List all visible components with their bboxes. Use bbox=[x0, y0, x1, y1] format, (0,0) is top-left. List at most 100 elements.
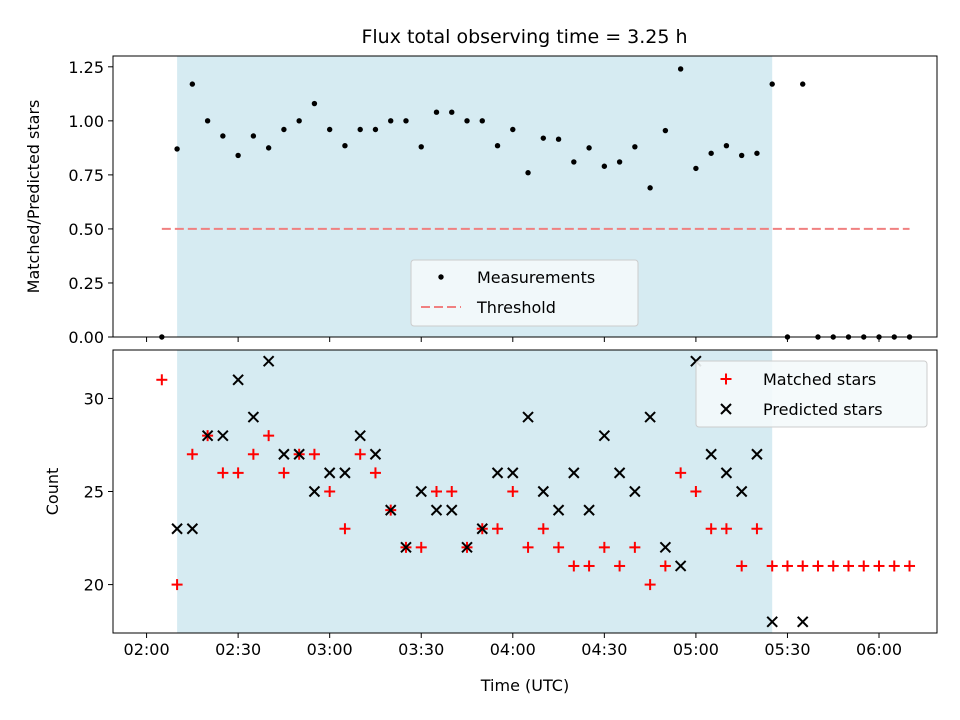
matched-star-point bbox=[492, 523, 504, 535]
predicted-star-point bbox=[446, 504, 458, 516]
matched-star-point bbox=[827, 560, 839, 572]
measurement-point bbox=[174, 146, 180, 152]
matched-star-point bbox=[598, 541, 610, 553]
observing-window-bottom bbox=[177, 350, 773, 633]
matched-star-point bbox=[751, 523, 763, 535]
legend-box bbox=[695, 360, 928, 428]
matched-star-point bbox=[324, 486, 336, 497]
matched-star-point bbox=[186, 448, 198, 460]
measurement-point bbox=[433, 109, 440, 115]
measurement-point bbox=[235, 152, 241, 159]
predicted-star-point bbox=[262, 355, 275, 367]
measurement-point bbox=[250, 133, 257, 139]
legend-box bbox=[410, 259, 639, 327]
measurement-point bbox=[418, 144, 424, 150]
x-axis-label: Time (UTC) bbox=[480, 676, 569, 695]
measurement-point bbox=[723, 143, 730, 149]
measurement-point bbox=[265, 145, 272, 151]
predicted-star-point bbox=[674, 560, 687, 572]
measurement-point bbox=[647, 185, 653, 191]
measurement-point bbox=[555, 136, 562, 142]
matched-star-point bbox=[781, 560, 793, 572]
predicted-star-point bbox=[369, 448, 382, 460]
measurement-point bbox=[601, 163, 608, 169]
predicted-star-point bbox=[430, 504, 443, 516]
predicted-star-point bbox=[247, 411, 260, 423]
measurement-point bbox=[662, 127, 669, 134]
matched-star-point bbox=[766, 560, 778, 572]
predicted-star-point bbox=[720, 467, 733, 479]
matched-star-point bbox=[720, 523, 732, 535]
measurement-point bbox=[525, 170, 531, 176]
predicted-star-point bbox=[217, 429, 229, 442]
matched-star-point bbox=[308, 448, 320, 460]
measurement-point bbox=[510, 126, 516, 133]
measurement-point bbox=[189, 81, 196, 87]
ratio-panel: 0.00 0.25 0.50 0.75 1.00 1.25 Matched/Predicte… bbox=[24, 55, 938, 347]
count-panel: 20 25 30 02:00 02:30 03:00 03:30 04:00 04:30 05:0… bbox=[43, 349, 938, 695]
measurement-point bbox=[632, 144, 638, 150]
legend-matched-marker bbox=[720, 373, 732, 385]
x-tick-label: 04:00 bbox=[490, 640, 536, 659]
predicted-star-point bbox=[522, 411, 534, 423]
matched-star-point bbox=[888, 560, 900, 572]
x-tick-label: 05:30 bbox=[764, 640, 810, 659]
matched-star-point bbox=[873, 560, 885, 572]
predicted-star-point bbox=[552, 504, 565, 516]
measurement-point bbox=[326, 126, 333, 133]
x-tick-label: 03:30 bbox=[398, 640, 444, 659]
y-axis-label-top: Matched/Predicted stars bbox=[24, 100, 43, 294]
matched-star-point bbox=[156, 374, 168, 386]
legend-bottom: Matched stars Predicted stars bbox=[695, 360, 928, 428]
plot-frame-top bbox=[112, 55, 938, 338]
matched-star-point bbox=[415, 541, 427, 553]
x-tick-label: 06:00 bbox=[856, 640, 902, 659]
chart-title: Flux total observing time = 3.25 h bbox=[361, 26, 687, 48]
matched-star-point bbox=[583, 560, 595, 572]
predicted-star-point bbox=[797, 616, 809, 628]
predicted-star-point bbox=[613, 467, 626, 479]
predicted-star-point bbox=[705, 448, 717, 460]
measurement-point bbox=[708, 150, 714, 156]
predicted-star-point bbox=[507, 467, 519, 479]
y-tick-label: 0.25 bbox=[68, 274, 104, 293]
measurement-point bbox=[296, 118, 302, 124]
predicted-star-point bbox=[385, 504, 397, 516]
predicted-star-point bbox=[568, 467, 580, 479]
matched-star-point bbox=[171, 579, 183, 591]
matched-star-point bbox=[705, 523, 717, 535]
matched-star-point bbox=[263, 430, 275, 442]
matched-star-point bbox=[797, 560, 809, 572]
predicted-star-point bbox=[278, 448, 290, 460]
x-tick-label: 02:00 bbox=[124, 640, 170, 659]
predicted-star-point bbox=[537, 485, 550, 498]
matched-star-point bbox=[369, 467, 381, 479]
measurement-point bbox=[616, 159, 623, 165]
predicted-star-point bbox=[354, 429, 366, 442]
predicted-star-point bbox=[293, 448, 305, 460]
measurement-point bbox=[281, 126, 287, 133]
legend-matched-label: Matched stars bbox=[763, 370, 876, 389]
measurement-point bbox=[677, 66, 684, 72]
measurement-point bbox=[204, 118, 211, 124]
predicted-star-point bbox=[598, 429, 611, 442]
measurement-point bbox=[494, 143, 501, 149]
matched-star-point bbox=[522, 541, 534, 553]
predicted-star-point bbox=[323, 467, 336, 479]
predicted-star-point bbox=[339, 467, 351, 479]
measurement-point bbox=[738, 152, 745, 159]
matched-star-point bbox=[507, 486, 519, 497]
matched-star-point bbox=[339, 523, 351, 535]
matched-star-point bbox=[629, 541, 641, 553]
matched-star-point bbox=[247, 448, 259, 460]
predicted-star-point bbox=[461, 541, 473, 554]
x-tick-label: 04:30 bbox=[581, 640, 627, 659]
measurement-point bbox=[372, 126, 379, 133]
matched-star-point bbox=[736, 560, 748, 572]
matched-star-point bbox=[812, 560, 824, 572]
matched-star-point bbox=[614, 560, 626, 572]
measurement-point bbox=[342, 143, 348, 149]
predicted-star-point bbox=[308, 485, 321, 498]
matched-star-point bbox=[217, 467, 229, 479]
